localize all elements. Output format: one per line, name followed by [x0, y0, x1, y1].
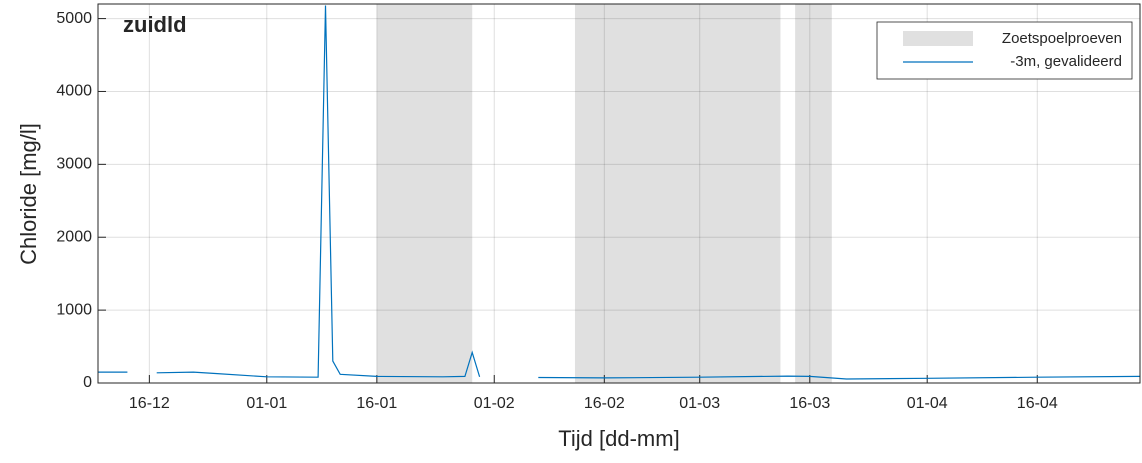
- legend: Zoetspoelproeven -3m, gevalideerd: [876, 21, 1133, 80]
- x-axis-label: Tijd [dd-mm]: [558, 426, 679, 451]
- y-tick-label: 0: [83, 374, 92, 391]
- x-tick-label: 01-04: [907, 395, 948, 412]
- shaded-region: [376, 4, 473, 383]
- y-tick-label: 2000: [56, 228, 92, 245]
- y-tick-label: 1000: [56, 301, 92, 318]
- x-tick-label: 01-02: [474, 395, 515, 412]
- shaded-region: [795, 4, 832, 383]
- y-tick-label: 4000: [56, 83, 92, 100]
- legend-label: Zoetspoelproeven: [1002, 30, 1122, 47]
- x-tick-label: 16-12: [129, 395, 170, 412]
- shaded-region: [574, 4, 781, 383]
- y-tick-label: 3000: [56, 156, 92, 173]
- legend-swatch: [903, 31, 973, 46]
- y-tick-label: 5000: [56, 10, 92, 27]
- x-tick-label: 01-03: [679, 395, 720, 412]
- y-axis-label: Chloride [mg/l]: [16, 123, 41, 265]
- legend-label: -3m, gevalideerd: [1010, 53, 1122, 70]
- x-tick-label: 01-01: [246, 395, 287, 412]
- x-tick-label: 16-01: [356, 395, 397, 412]
- x-tick-label: 16-04: [1017, 395, 1058, 412]
- chart-title: zuidld: [123, 12, 187, 37]
- x-tick-label: 16-03: [789, 395, 830, 412]
- axes-box: [97, 3, 1141, 384]
- x-tick-label: 16-02: [584, 395, 625, 412]
- data-line: [98, 5, 1141, 380]
